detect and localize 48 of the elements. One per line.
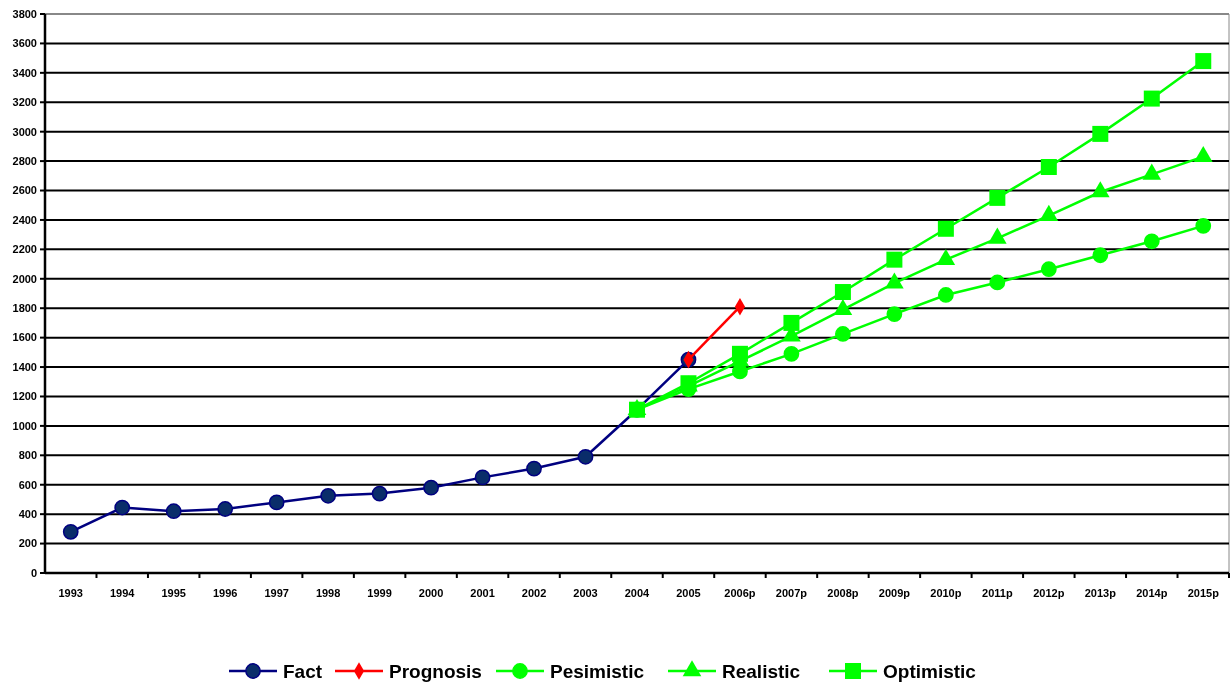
x-tick-label: 2013p	[1084, 587, 1117, 599]
legend-label: Optimistic	[883, 660, 977, 682]
legend-label: Fact	[283, 660, 323, 682]
y-tick-label: 2200	[12, 243, 37, 256]
x-tick-label: 1999	[367, 587, 392, 599]
x-tick-label: 1996	[212, 587, 238, 599]
y-tick-label: 1600	[12, 331, 37, 344]
y-tick-label: 1200	[12, 390, 37, 403]
y-tick-label: 3000	[12, 125, 37, 138]
x-tick-label: 2004	[624, 587, 651, 599]
x-tick-label: 2002	[521, 587, 547, 599]
y-tick-label: 600	[18, 478, 37, 491]
x-tick-label: 1994	[109, 587, 136, 599]
legend-label: Prognosis	[389, 660, 482, 682]
y-tick-label: 3600	[12, 37, 37, 50]
x-tick-label: 2014p	[1136, 587, 1168, 599]
legend-label: Realistic	[722, 660, 801, 682]
x-tick-label: 1995	[161, 587, 186, 599]
y-tick-label: 3200	[12, 96, 37, 109]
x-tick-label: 2012p	[1033, 587, 1065, 599]
x-tick-label: 2011p	[982, 587, 1013, 599]
x-tick-label: 2006p	[724, 587, 756, 599]
y-tick-label: 3800	[12, 7, 37, 20]
x-tick-label: 2007p	[775, 587, 808, 599]
y-tick-label: 1800	[12, 302, 37, 315]
x-tick-label: 2000	[418, 587, 444, 599]
y-tick-label: 1400	[12, 360, 37, 373]
y-tick-label: 2600	[12, 184, 37, 197]
x-tick-label: 2001	[470, 587, 495, 599]
x-tick-label: 2009p	[878, 587, 911, 599]
y-tick-label: 0	[30, 566, 37, 579]
x-tick-label: 2008p	[827, 587, 859, 599]
y-tick-label: 2800	[12, 154, 37, 167]
x-tick-label: 2003	[573, 587, 598, 599]
y-tick-label: 800	[18, 449, 37, 462]
x-tick-label: 1998	[315, 587, 341, 599]
x-tick-label: 1997	[264, 587, 289, 599]
x-tick-label: 2010p	[930, 587, 962, 599]
y-tick-label: 400	[18, 508, 37, 521]
x-tick-label: 2005	[676, 587, 701, 599]
y-tick-label: 2400	[12, 213, 37, 226]
x-tick-label: 1993	[58, 587, 83, 599]
x-tick-label: 2015p	[1187, 587, 1220, 599]
y-tick-label: 1000	[12, 419, 37, 432]
legend-label: Pesimistic	[550, 660, 645, 682]
y-tick-label: 3400	[12, 66, 37, 79]
y-tick-label: 2000	[12, 272, 37, 285]
y-tick-label: 200	[18, 537, 37, 550]
